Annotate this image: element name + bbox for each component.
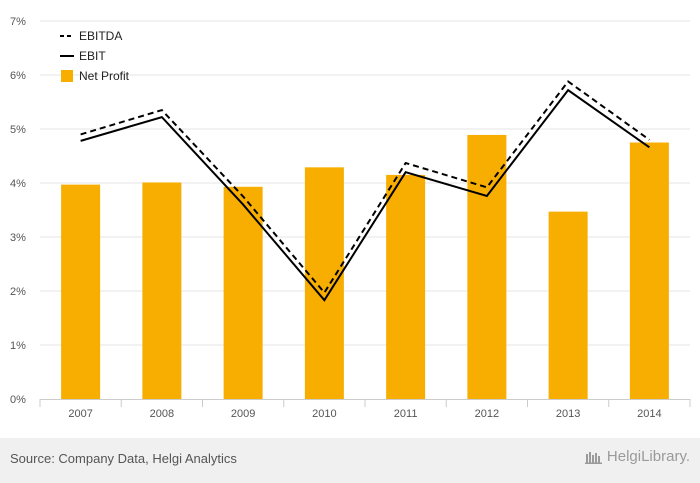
x-tick-label: 2007 — [68, 408, 92, 420]
y-tick-label: 1% — [10, 340, 26, 352]
bar — [548, 211, 588, 399]
source-note: Source: Company Data, Helgi Analytics — [10, 451, 237, 466]
series-line — [80, 80, 650, 295]
library-icon — [584, 450, 603, 464]
y-axis: 0% 1% 2% 3% 4% 5% 6% 7% — [10, 16, 26, 406]
bar — [467, 134, 507, 399]
legend-label: Net Profit — [79, 69, 130, 83]
bar — [304, 167, 344, 399]
x-tick-label: 2008 — [150, 408, 174, 420]
footer — [0, 438, 700, 483]
series-line — [80, 88, 650, 302]
y-tick-label: 7% — [10, 16, 26, 28]
y-tick-label: 6% — [10, 70, 26, 82]
brand-name: HelgiLibrary. — [606, 448, 690, 465]
x-tick-label: 2011 — [394, 408, 418, 420]
legend-label: EBIT — [79, 49, 106, 63]
x-tick-label: 2013 — [556, 408, 580, 420]
bar — [223, 186, 263, 399]
y-tick-label: 0% — [10, 394, 26, 406]
grid-layer — [40, 20, 690, 400]
bar — [386, 174, 426, 399]
legend-swatch — [61, 70, 73, 82]
x-tick-label: 2009 — [231, 408, 255, 420]
y-tick-label: 3% — [10, 232, 26, 244]
line-series — [80, 80, 650, 302]
x-tick-label: 2010 — [312, 408, 336, 420]
legend-label: EBITDA — [79, 29, 122, 43]
x-tick-label: 2014 — [637, 408, 661, 420]
y-tick-label: 4% — [10, 178, 26, 190]
bar-series — [61, 134, 669, 399]
brand-logo[interactable]: HelgiLibrary. — [584, 448, 690, 465]
x-axis: 2007 2008 2009 2010 2011 2012 2013 2014 — [39, 399, 691, 420]
bar — [61, 184, 101, 399]
legend: EBITDA EBIT Net Profit — [60, 29, 130, 83]
y-tick-label: 5% — [10, 124, 26, 136]
bar — [142, 182, 182, 399]
bar — [629, 142, 669, 399]
y-tick-label: 2% — [10, 286, 26, 298]
x-tick-label: 2012 — [475, 408, 499, 420]
